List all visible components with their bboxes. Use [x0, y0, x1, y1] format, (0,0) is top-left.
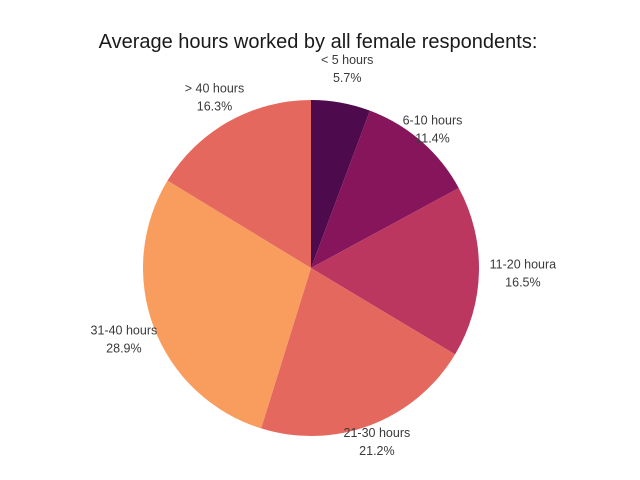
slice-label: 31-40 hours 28.9% — [91, 324, 158, 356]
pie-slice — [142, 180, 311, 429]
slice-label: 11-20 houra 16.5% — [490, 258, 557, 290]
slice-label: < 5 hours 5.7% — [321, 53, 373, 85]
chart-title: Average hours worked by all female respo… — [99, 31, 538, 53]
pie-slice — [311, 110, 459, 268]
pie-slice — [167, 100, 311, 268]
slice-label: > 40 hours 16.3% — [185, 81, 244, 113]
pie-slice — [261, 268, 456, 437]
slice-label: 6-10 hours 11.4% — [403, 114, 463, 146]
slice-label: 21-30 hours 21.2% — [344, 426, 411, 458]
slice-labels: < 5 hours 5.7% 6-10 hours 11.4% 11-20 houra 1… — [91, 53, 557, 458]
pie-slices — [142, 100, 480, 437]
pie-slice — [311, 187, 480, 355]
pie-slice — [311, 100, 370, 268]
